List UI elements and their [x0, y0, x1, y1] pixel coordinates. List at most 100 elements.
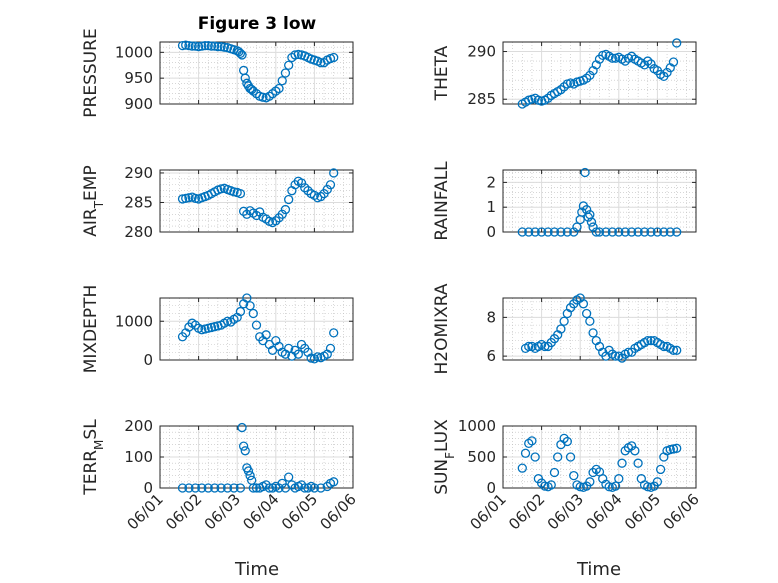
- data-point: [643, 56, 653, 66]
- data-point: [293, 349, 303, 359]
- data-point: [581, 308, 592, 319]
- data-point: [309, 483, 320, 493]
- data-point: [580, 167, 590, 178]
- y-axis-label: TERRMSL: [81, 419, 106, 496]
- data-point: [672, 38, 682, 48]
- data-point: [303, 186, 313, 196]
- data-point: [527, 436, 537, 446]
- data-point: [588, 222, 598, 232]
- x-tick-label: 06/06: [317, 490, 360, 533]
- data-point: [248, 308, 258, 319]
- data-point: [543, 227, 553, 237]
- data-point: [235, 306, 246, 317]
- y-tick-label: 290: [124, 164, 153, 182]
- x-axis-label-left: Time: [234, 559, 279, 580]
- data-point: [569, 227, 579, 237]
- data-point: [530, 452, 540, 462]
- data-point: [238, 206, 249, 216]
- axes-box: [502, 41, 697, 105]
- data-point: [280, 204, 291, 215]
- data-point: [569, 470, 579, 481]
- data-point: [556, 85, 566, 95]
- subplot-theta: 285 290 THETA: [432, 38, 697, 109]
- axes-box: [159, 297, 354, 361]
- data-point: [630, 446, 640, 456]
- axes-box: [159, 169, 354, 233]
- data-point: [583, 212, 593, 222]
- x-tick-label: 06/03: [201, 490, 244, 533]
- data-point: [659, 341, 669, 352]
- y-tick-label: 200: [124, 417, 153, 435]
- y-tick-label: 1000: [115, 43, 153, 61]
- data-point: [668, 345, 679, 355]
- data-point: [235, 48, 246, 59]
- data-point: [546, 480, 556, 490]
- y-tick-label: 1000: [115, 312, 153, 330]
- data-point: [627, 227, 637, 237]
- y-tick-label: 8: [486, 308, 496, 326]
- data-point: [620, 446, 630, 456]
- data-point: [524, 227, 534, 237]
- data-point: [261, 330, 271, 340]
- data-point: [588, 467, 598, 478]
- y-tick-label: 2: [486, 173, 496, 191]
- data-point: [620, 227, 630, 237]
- data-point: [585, 70, 595, 81]
- data-point: [187, 41, 197, 51]
- data-point: [652, 227, 663, 237]
- data-point: [243, 466, 254, 476]
- data-point: [668, 444, 679, 454]
- data-point: [284, 472, 294, 482]
- y-axis-label: MIXDEPTH: [81, 285, 101, 374]
- data-point: [559, 433, 569, 444]
- data-point: [197, 41, 207, 51]
- data-point: [200, 40, 210, 51]
- y-axis-label: PRESSURE: [81, 28, 101, 117]
- data-point: [530, 227, 540, 237]
- y-tick-label: 290: [467, 43, 496, 61]
- data-point: [517, 463, 527, 473]
- data-point: [216, 42, 226, 52]
- data-point: [210, 41, 220, 51]
- x-tick-label: 06/02: [162, 490, 205, 533]
- data-point: [240, 73, 250, 83]
- data-point: [316, 58, 326, 68]
- data-point: [665, 227, 675, 237]
- x-tick-label: 06/03: [544, 490, 587, 533]
- data-point: [184, 483, 194, 493]
- data-point: [296, 178, 307, 188]
- data-point: [633, 227, 643, 237]
- data-point: [639, 227, 650, 237]
- data-point: [190, 193, 201, 203]
- data-point: [274, 483, 284, 493]
- data-point: [617, 458, 627, 468]
- data-point: [206, 41, 217, 51]
- data-point: [197, 483, 207, 493]
- data-point: [190, 41, 201, 51]
- data-point: [184, 40, 194, 51]
- data-point: [300, 183, 310, 193]
- data-point: [274, 83, 284, 94]
- data-point: [247, 475, 257, 485]
- data-point: [237, 422, 247, 433]
- data-point: [329, 52, 339, 63]
- data-point: [177, 483, 188, 493]
- data-point: [614, 227, 624, 237]
- y-tick-label: 0: [143, 351, 153, 369]
- data-point: [652, 477, 663, 487]
- data-point: [316, 191, 326, 202]
- data-point: [329, 477, 339, 487]
- y-tick-label: 280: [124, 223, 153, 241]
- data-point: [229, 187, 239, 197]
- data-point: [235, 188, 246, 199]
- data-point: [646, 335, 656, 346]
- data-point: [238, 441, 249, 451]
- data-point: [190, 320, 201, 330]
- data-point: [293, 49, 303, 60]
- data-point: [300, 483, 310, 493]
- y-tick-label: 0: [486, 479, 496, 497]
- subplot-h2omixra: 6 8 H2OMIXRA: [432, 283, 697, 375]
- y-tick-label: 900: [124, 95, 153, 113]
